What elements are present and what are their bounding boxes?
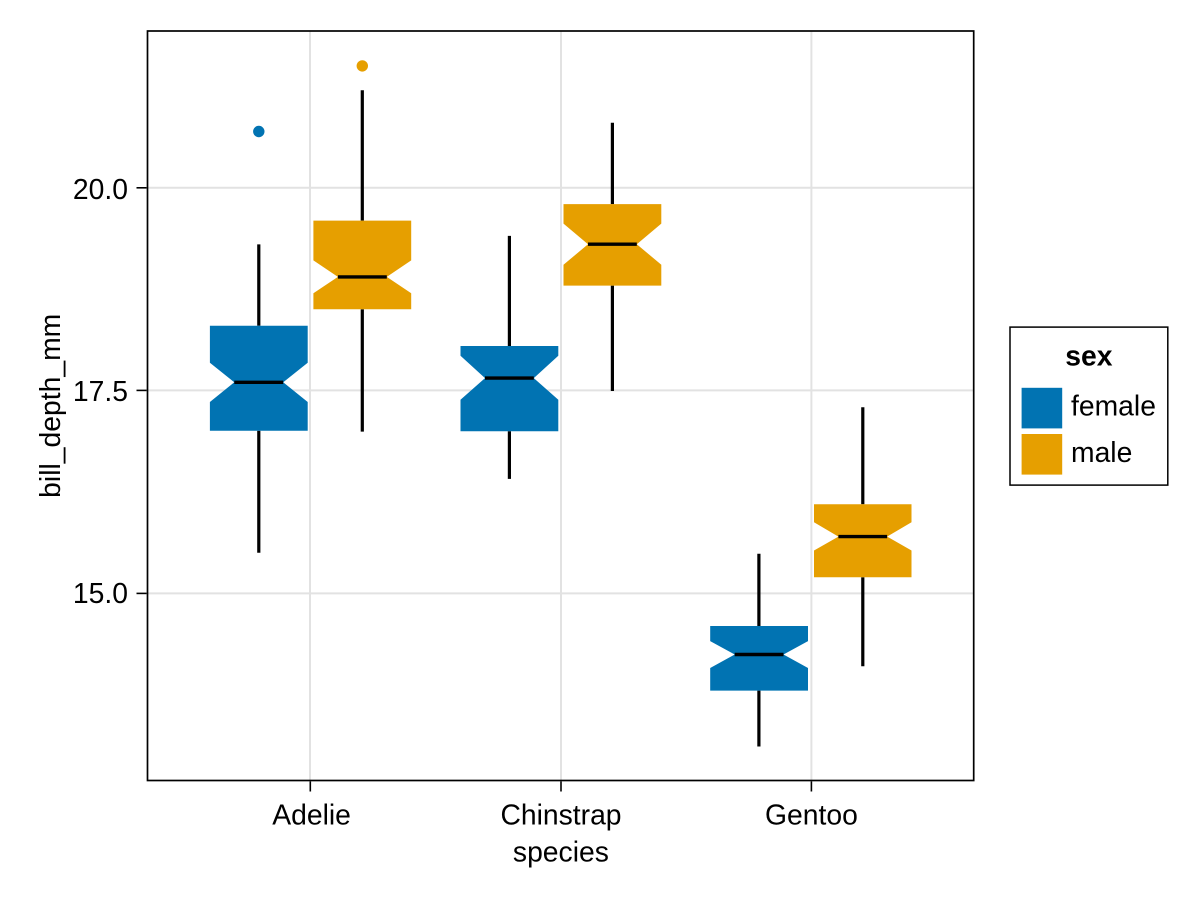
svg-text:female: female: [1071, 390, 1156, 422]
svg-text:male: male: [1071, 436, 1132, 468]
svg-text:Adelie: Adelie: [272, 799, 351, 831]
svg-text:Chinstrap: Chinstrap: [500, 799, 621, 831]
svg-text:species: species: [513, 836, 609, 868]
svg-text:bill_depth_mm: bill_depth_mm: [34, 314, 66, 498]
svg-text:15.0: 15.0: [73, 577, 128, 609]
svg-text:Gentoo: Gentoo: [765, 799, 858, 831]
svg-text:sex: sex: [1065, 340, 1112, 372]
svg-text:17.5: 17.5: [73, 375, 128, 407]
svg-text:20.0: 20.0: [73, 173, 128, 205]
